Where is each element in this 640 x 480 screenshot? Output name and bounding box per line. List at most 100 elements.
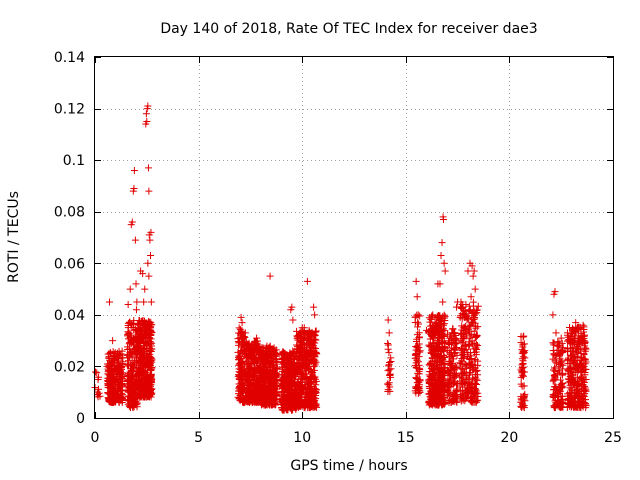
data-point xyxy=(118,393,126,401)
data-point xyxy=(415,385,423,393)
data-point xyxy=(469,298,477,306)
data-point xyxy=(142,371,150,379)
grid-lines xyxy=(95,57,613,418)
data-point xyxy=(426,397,434,405)
data-point xyxy=(144,353,152,361)
data-point xyxy=(286,349,294,357)
data-point xyxy=(245,379,253,387)
data-point xyxy=(451,340,459,348)
data-point xyxy=(435,401,443,409)
data-point xyxy=(125,345,133,353)
data-point xyxy=(441,267,449,275)
data-point xyxy=(131,236,139,244)
data-point xyxy=(129,364,137,372)
data-point xyxy=(415,333,423,341)
data-point xyxy=(305,389,313,397)
data-point xyxy=(303,360,311,368)
data-point xyxy=(464,267,472,275)
data-point xyxy=(445,388,453,396)
data-point xyxy=(433,361,441,369)
data-point xyxy=(126,361,134,369)
data-point xyxy=(146,236,154,244)
data-point xyxy=(412,351,420,359)
data-point xyxy=(450,345,458,353)
data-point xyxy=(449,389,457,397)
data-point xyxy=(127,333,135,341)
data-point xyxy=(253,361,261,369)
data-point xyxy=(304,349,312,357)
data-point xyxy=(411,319,419,327)
data-point xyxy=(304,391,312,399)
data-point xyxy=(429,347,437,355)
data-point xyxy=(438,320,446,328)
data-point xyxy=(115,347,123,355)
data-point xyxy=(301,329,309,337)
data-point xyxy=(135,379,143,387)
data-point xyxy=(474,302,482,310)
x-tick-label: 0 xyxy=(91,430,100,446)
data-point xyxy=(234,348,242,356)
data-point xyxy=(269,355,277,363)
data-point xyxy=(288,374,296,382)
data-point xyxy=(145,187,153,195)
data-point xyxy=(133,298,141,306)
data-point xyxy=(147,378,155,386)
data-point xyxy=(106,374,114,382)
data-point xyxy=(444,347,452,355)
data-point xyxy=(264,344,272,352)
data-point xyxy=(144,325,152,333)
data-point xyxy=(427,315,435,323)
data-point xyxy=(440,394,448,402)
data-point xyxy=(114,382,122,390)
data-point xyxy=(429,335,437,343)
data-point xyxy=(440,259,448,267)
data-point xyxy=(311,311,319,319)
data-point xyxy=(147,335,155,343)
data-point xyxy=(238,328,246,336)
data-point xyxy=(106,348,114,356)
data-point xyxy=(128,352,136,360)
data-point xyxy=(445,378,453,386)
data-point xyxy=(147,252,155,260)
plot-frame xyxy=(94,56,614,419)
data-point xyxy=(142,110,150,118)
data-point xyxy=(432,328,440,336)
data-point xyxy=(95,389,103,397)
data-point xyxy=(263,395,271,403)
data-point xyxy=(297,344,305,352)
data-point xyxy=(432,380,440,388)
data-point xyxy=(124,377,132,385)
data-point xyxy=(295,402,303,410)
data-point xyxy=(471,285,479,293)
data-point xyxy=(252,337,260,345)
data-point xyxy=(123,382,131,390)
data-point xyxy=(413,293,421,301)
data-point xyxy=(312,386,320,394)
data-point xyxy=(284,377,292,385)
data-point xyxy=(443,330,451,338)
data-point xyxy=(238,319,246,327)
data-point xyxy=(259,367,267,375)
data-point xyxy=(92,368,100,376)
data-point xyxy=(242,338,250,346)
data-point xyxy=(280,401,288,409)
data-point xyxy=(145,272,153,280)
data-point xyxy=(309,357,317,365)
data-point xyxy=(243,383,251,391)
data-point xyxy=(271,350,279,358)
data-point xyxy=(272,356,280,364)
data-point xyxy=(294,355,302,363)
data-point xyxy=(244,360,252,368)
data-point xyxy=(260,401,268,409)
data-point xyxy=(441,327,449,335)
data-point xyxy=(309,331,317,339)
data-point xyxy=(303,277,311,285)
data-point xyxy=(312,381,320,389)
y-axis-label: ROTI / TECUs xyxy=(6,191,22,283)
data-point xyxy=(441,398,449,406)
data-point xyxy=(123,371,131,379)
data-points xyxy=(91,102,590,414)
data-point xyxy=(427,388,435,396)
data-point xyxy=(304,364,312,372)
data-point xyxy=(434,386,442,394)
